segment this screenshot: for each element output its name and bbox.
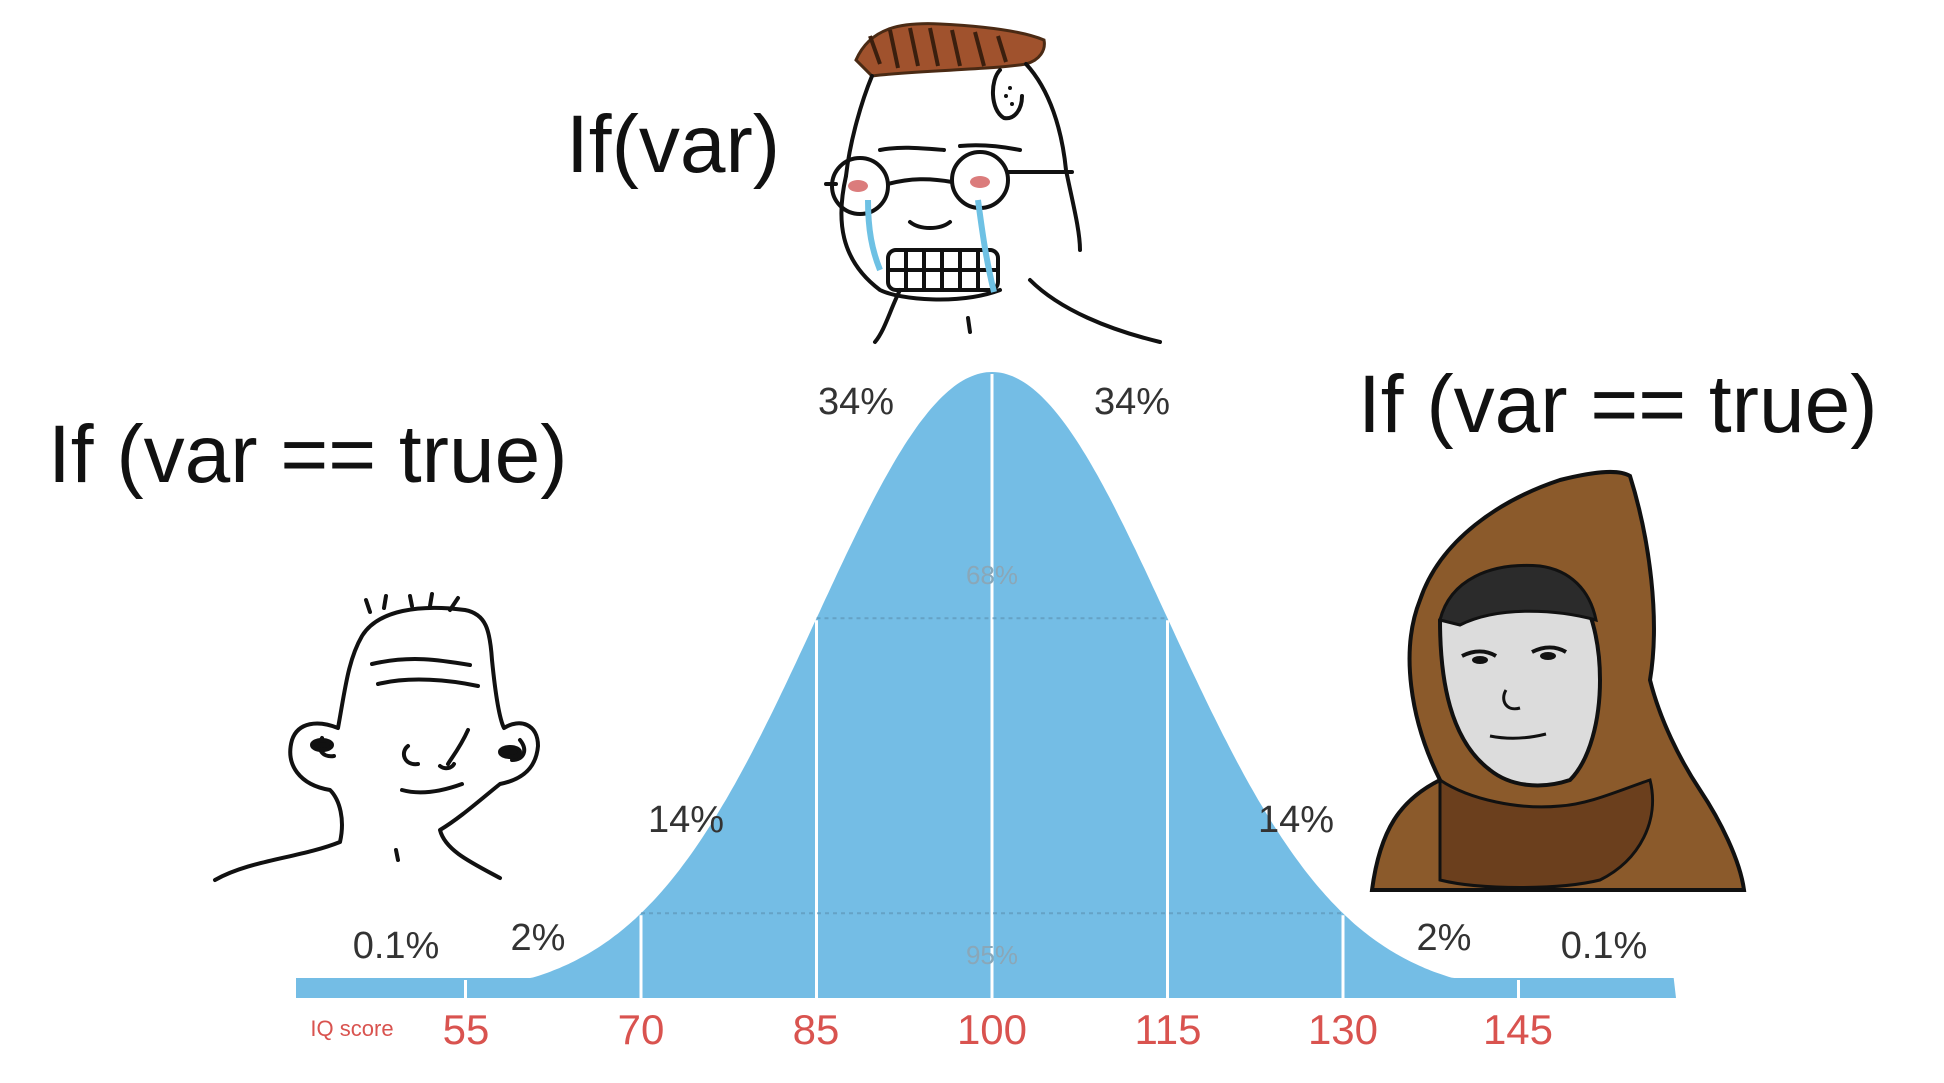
- curve-layer: [296, 372, 1676, 998]
- x-tick-55: 55: [443, 1006, 490, 1053]
- hooded-monk-icon: [1369, 469, 1747, 892]
- band-label-right-14: 14%: [1258, 799, 1334, 841]
- x-tick-115: 115: [1135, 1006, 1202, 1053]
- crying-nerd-wojak-icon: [824, 22, 1162, 344]
- band-label-left-2: 2%: [511, 917, 566, 959]
- x-tick-130: 130: [1308, 1006, 1378, 1053]
- interval-lines: [641, 617, 1343, 915]
- band-label-left-14: 14%: [648, 799, 724, 841]
- bell-curve-area: [296, 372, 1676, 998]
- sd-dividers: [464, 374, 1520, 998]
- x-tick-70: 70: [618, 1006, 665, 1053]
- band-label-left-34: 34%: [818, 381, 894, 423]
- band-label-left-tail: 0.1%: [353, 925, 440, 967]
- interval-label-68: 68%: [966, 560, 1018, 590]
- band-label-right-34: 34%: [1094, 381, 1170, 423]
- top-caption: If(var): [566, 99, 781, 190]
- x-tick-100: 100: [957, 1006, 1027, 1053]
- simple-wojak-face-icon: [213, 592, 540, 882]
- left-caption: If (var == true): [48, 409, 568, 500]
- right-caption: If (var == true): [1358, 359, 1878, 450]
- x-tick-145: 145: [1483, 1006, 1553, 1053]
- band-label-right-tail: 0.1%: [1561, 925, 1648, 967]
- x-tick-85: 85: [793, 1006, 840, 1053]
- band-label-right-2: 2%: [1417, 917, 1472, 959]
- x-axis-label: IQ score: [310, 1016, 393, 1041]
- interval-label-95: 95%: [966, 940, 1018, 970]
